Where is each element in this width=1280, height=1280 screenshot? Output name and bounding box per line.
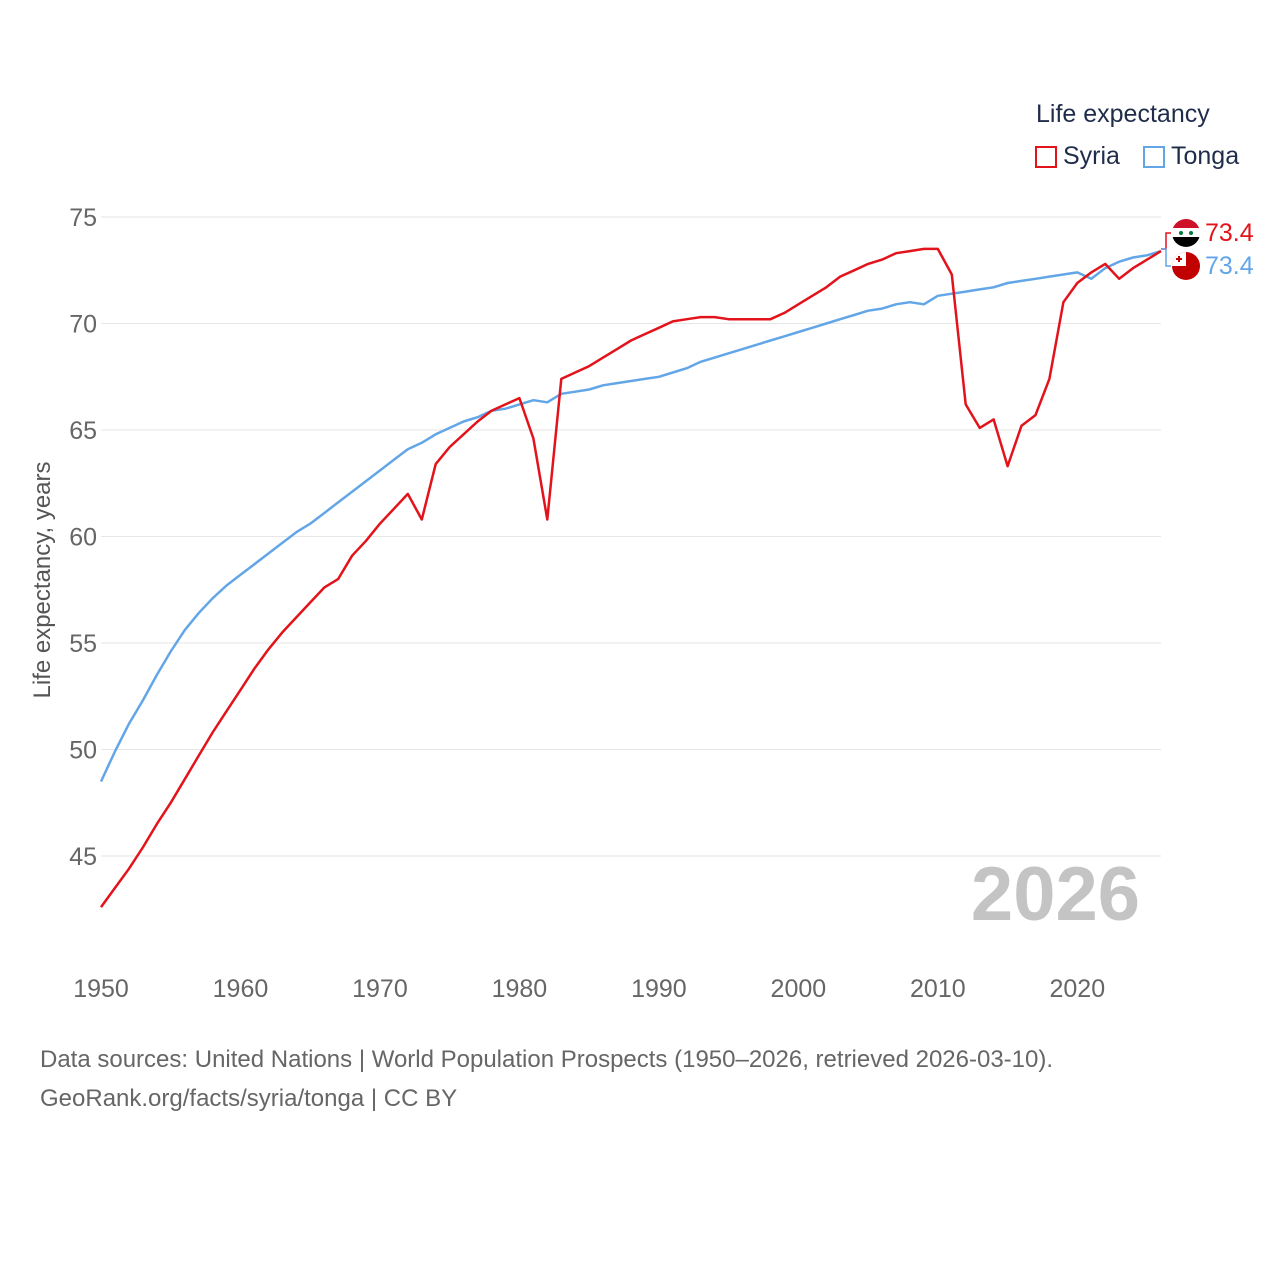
y-tick-label: 50 — [69, 737, 97, 765]
x-tick-label: 2000 — [771, 975, 827, 1003]
legend-title: Life expectancy — [1036, 100, 1210, 128]
x-tick-label: 1980 — [492, 975, 548, 1003]
source-line-1: Data sources: United Nations | World Pop… — [40, 1046, 1054, 1073]
tonga-end-value: 73.4 — [1205, 252, 1254, 280]
end-markers: 73.4 73.4 — [1161, 219, 1254, 280]
legend-label-tonga: Tonga — [1171, 142, 1240, 170]
legend-swatch-syria — [1035, 145, 1057, 168]
y-tick-label: 45 — [69, 843, 97, 871]
y-tick-label: 75 — [69, 204, 97, 232]
year-watermark: 2026 — [971, 852, 1140, 937]
y-axis-label: Life expectancy, years — [29, 461, 56, 698]
x-tick-label: 2020 — [1050, 975, 1106, 1003]
y-tick-label: 65 — [69, 417, 97, 445]
y-tick-labels: 45 50 55 60 65 70 75 — [69, 204, 97, 871]
tonga-flag-icon — [1172, 252, 1200, 280]
series-line-tonga — [99, 249, 1162, 783]
syria-connector — [1161, 232, 1171, 250]
tonga-connector — [1161, 248, 1171, 267]
y-tick-label: 60 — [69, 524, 97, 552]
series-line-syria — [99, 247, 1162, 908]
source-line-2[interactable]: GeoRank.org/facts/syria/tonga | CC BY — [40, 1085, 458, 1112]
grid-lines — [101, 216, 1161, 857]
x-tick-label: 1960 — [213, 975, 269, 1003]
y-tick-label: 55 — [69, 630, 97, 658]
x-tick-label: 1950 — [73, 975, 129, 1003]
syria-flag-icon — [1172, 219, 1200, 247]
x-tick-label: 2010 — [910, 975, 966, 1003]
syria-end-value: 73.4 — [1205, 219, 1254, 247]
legend-label-syria: Syria — [1063, 142, 1120, 170]
x-tick-labels: 1950 1960 1970 1980 1990 2000 2010 2020 — [73, 975, 1105, 1003]
series-lines — [99, 247, 1162, 908]
legend-item-syria[interactable]: Syria — [1035, 142, 1120, 171]
x-tick-label: 1970 — [352, 975, 408, 1003]
x-tick-label: 1990 — [631, 975, 687, 1003]
y-tick-label: 70 — [69, 311, 97, 339]
legend-item-tonga[interactable]: Tonga — [1143, 142, 1239, 171]
legend-swatch-tonga — [1143, 145, 1165, 168]
